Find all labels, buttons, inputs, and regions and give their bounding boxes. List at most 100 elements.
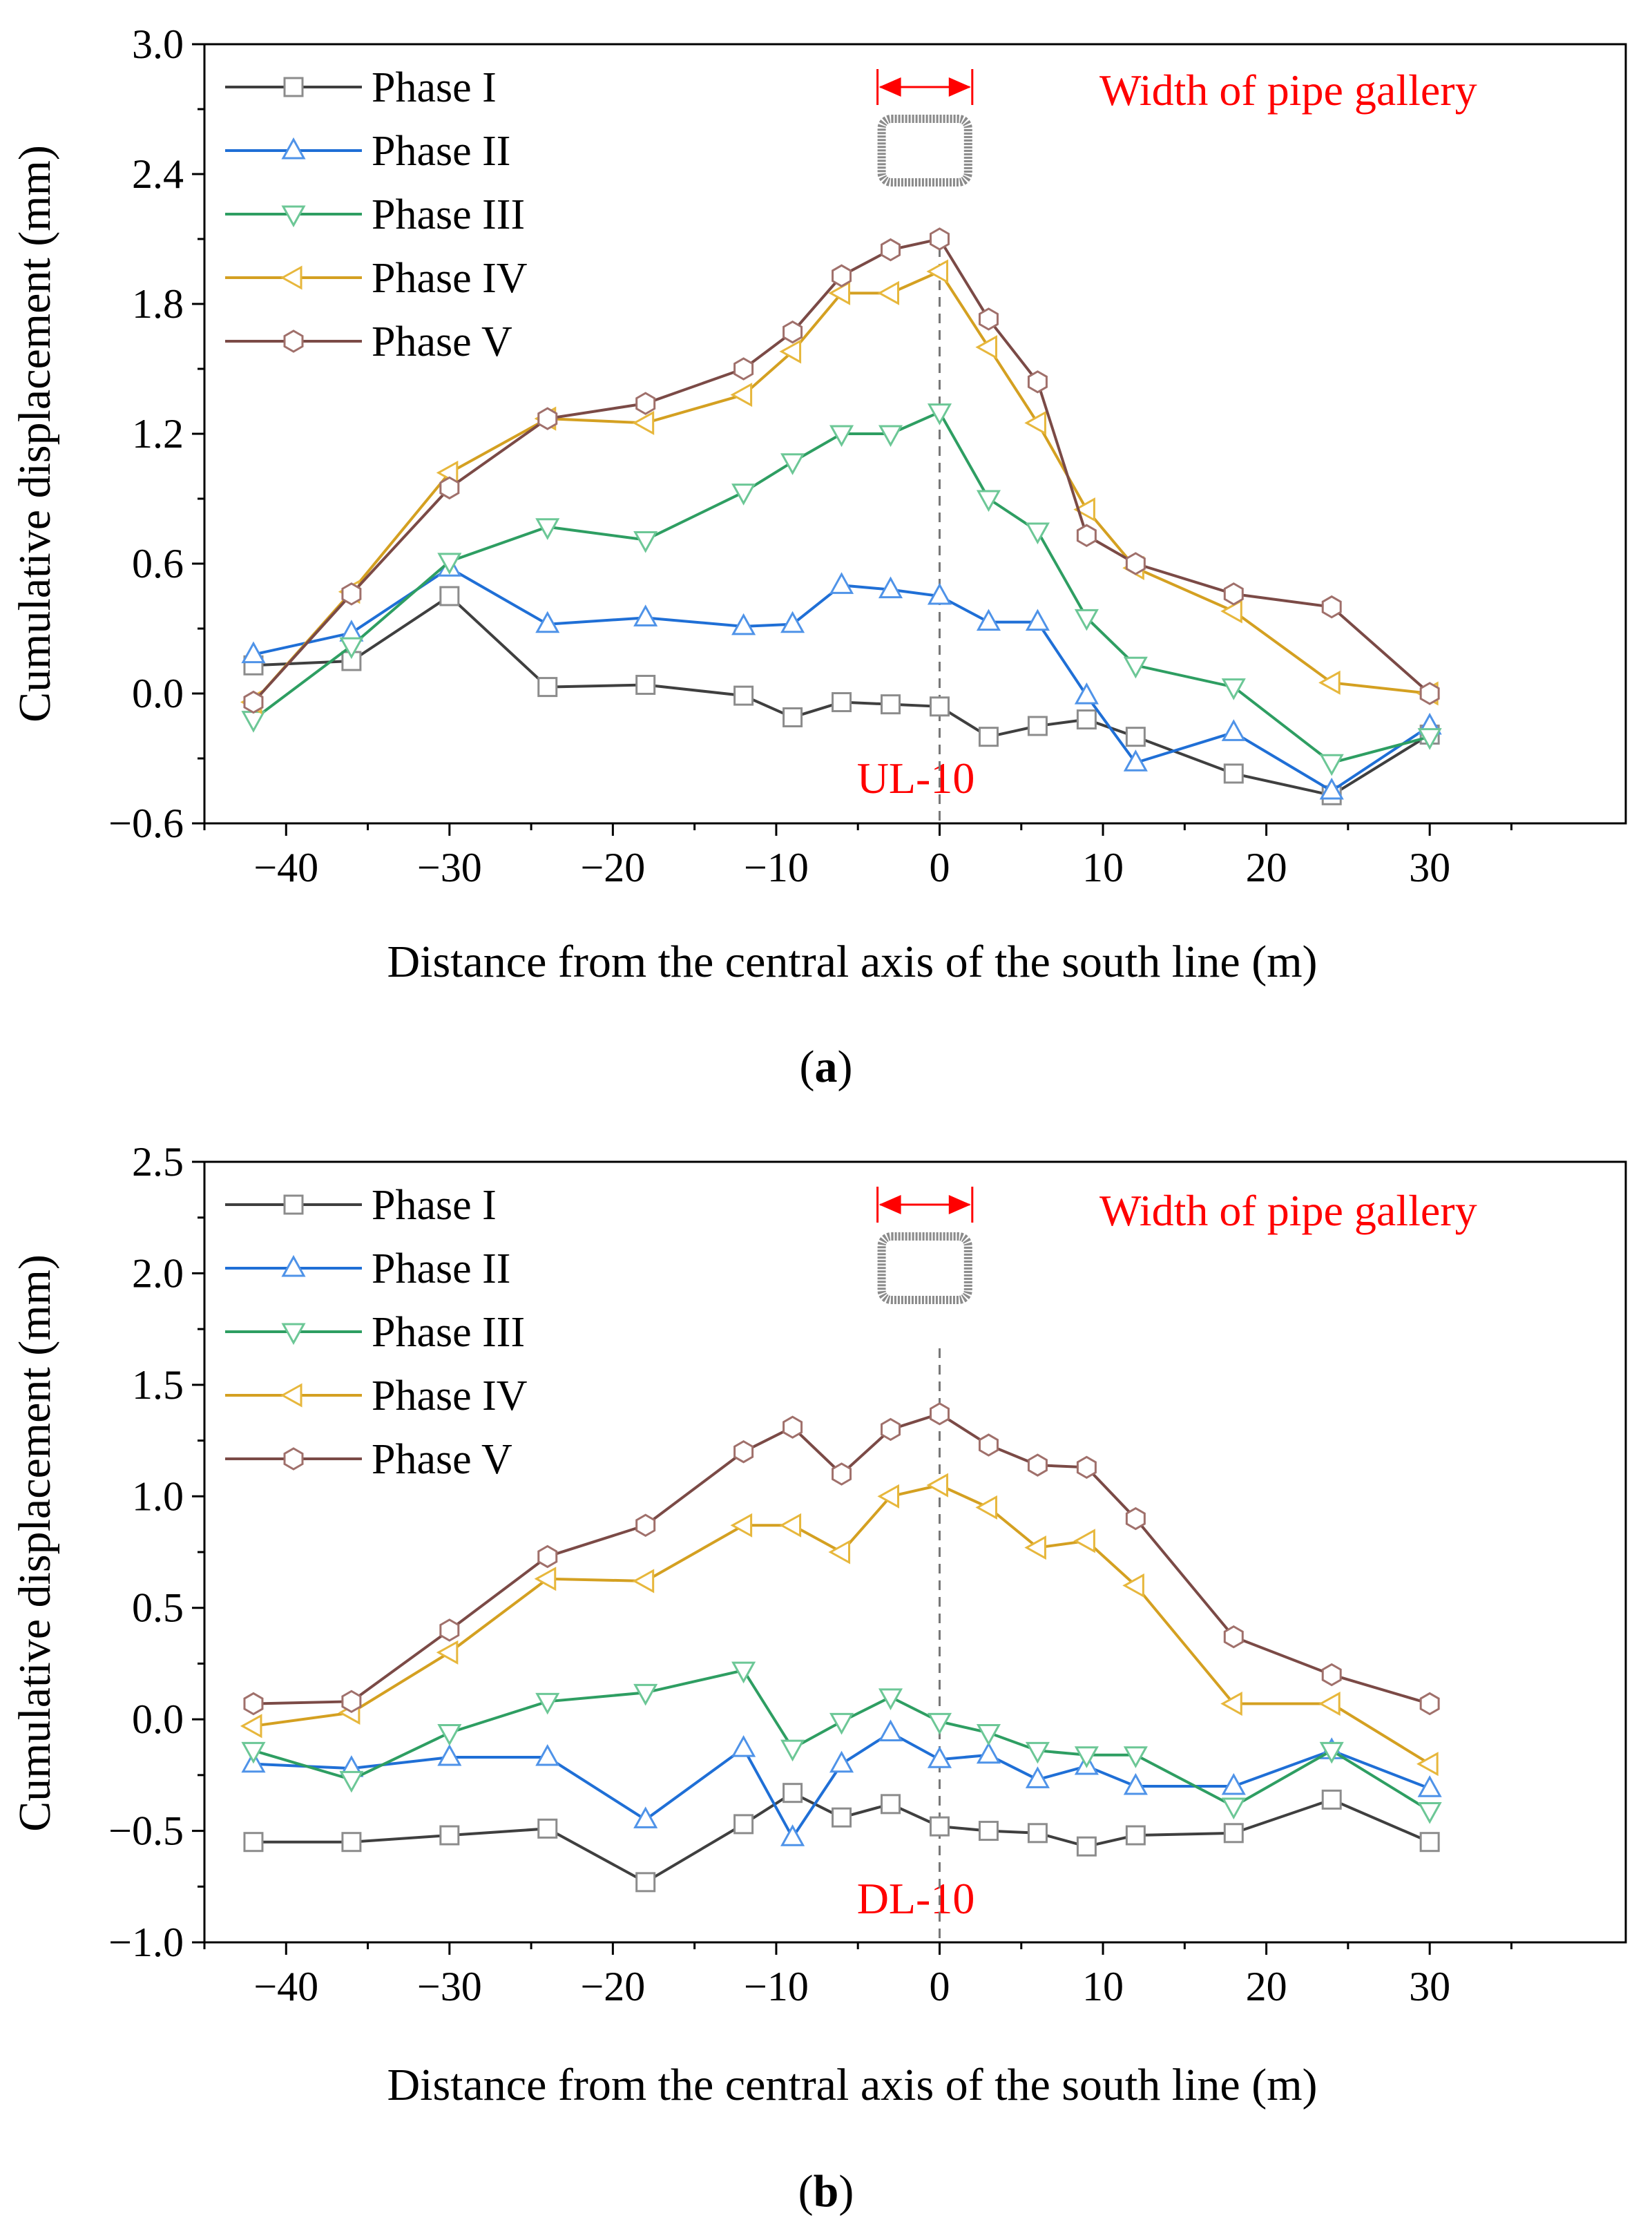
data-point-triangle-up: [241, 641, 266, 664]
data-point-square: [439, 586, 460, 606]
data-point-square: [881, 694, 901, 715]
data-point-square: [832, 692, 852, 713]
data-point-hexagon: [978, 307, 999, 331]
data-point-square: [635, 1872, 656, 1893]
data-point-triangle-down: [241, 711, 266, 733]
x-tick-label: 10: [1082, 1964, 1124, 2009]
y-tick-label: −1.0: [108, 1920, 184, 1965]
y-tick-label: 1.8: [132, 281, 184, 327]
data-point-triangle-left: [926, 259, 948, 284]
data-point-triangle-up: [1221, 1772, 1246, 1795]
y-tick-label: 3.0: [132, 21, 184, 67]
x-tick-label: −20: [580, 1964, 645, 2009]
data-point-triangle-left: [632, 410, 655, 435]
x-tick-label: 0: [929, 845, 950, 890]
y-tick-label: −0.5: [108, 1808, 184, 1854]
y-tick-label: 0.0: [132, 1696, 184, 1742]
data-point-triangle-down: [878, 1688, 903, 1710]
data-point-square: [537, 1818, 558, 1839]
data-point-triangle-down: [1221, 1797, 1246, 1820]
data-point-triangle-left: [1220, 599, 1242, 624]
data-point-hexagon: [537, 407, 558, 430]
data-point-square: [881, 1794, 901, 1815]
data-point-square: [832, 1807, 852, 1828]
data-point-triangle-up: [281, 137, 306, 160]
data-point-hexagon: [341, 582, 362, 606]
legend-label: Phase IV: [372, 255, 528, 302]
data-point-triangle-left: [240, 1714, 262, 1739]
data-point-triangle-left: [779, 1513, 802, 1538]
y-tick-label: 2.0: [132, 1250, 184, 1296]
data-point-hexagon: [881, 238, 901, 262]
data-point-triangle-left: [1024, 1535, 1046, 1560]
x-tick-label: 10: [1082, 845, 1124, 890]
x-tick-label: 20: [1246, 1964, 1287, 2009]
data-point-hexagon: [929, 227, 950, 251]
data-point-triangle-left: [1122, 1573, 1144, 1598]
data-point-square: [1027, 716, 1048, 736]
data-point-hexagon: [243, 1692, 264, 1716]
data-point-hexagon: [1125, 1506, 1146, 1531]
y-tick-label: 1.0: [132, 1473, 184, 1519]
data-point-square: [283, 1194, 304, 1215]
data-point-triangle-up: [437, 1743, 462, 1766]
data-point-square: [1223, 1823, 1244, 1844]
x-tick-label: 30: [1409, 845, 1450, 890]
data-point-square: [978, 1821, 999, 1841]
data-point-triangle-left: [280, 265, 302, 290]
data-point-triangle-down: [633, 1683, 658, 1706]
data-point-triangle-left: [1220, 1691, 1242, 1716]
data-point-triangle-up: [535, 611, 560, 633]
series-line-1: [253, 1791, 1430, 1884]
gallery-label: Width of pipe gallery: [1099, 66, 1477, 115]
panel-label: (b): [798, 2166, 854, 2217]
data-point-square: [1125, 1825, 1146, 1846]
y-tick-label: 0.5: [132, 1585, 184, 1631]
data-point-triangle-down: [1319, 1741, 1344, 1764]
data-point-hexagon: [635, 392, 656, 415]
data-point-square: [782, 1783, 803, 1804]
data-point-hexagon: [439, 476, 460, 500]
data-point-hexagon: [1321, 595, 1342, 619]
data-point-triangle-left: [975, 335, 997, 360]
data-point-hexagon: [341, 1690, 362, 1714]
series-line-2: [253, 566, 1431, 793]
data-point-triangle-left: [926, 1473, 948, 1498]
data-point-triangle-up: [1025, 1766, 1050, 1788]
section-label: DL-10: [857, 1874, 975, 1923]
panel-b: Cumulative displacement (mm) Distance fr…: [10, 1139, 1627, 2217]
data-point-triangle-left: [632, 1569, 655, 1594]
data-point-triangle-down: [1025, 522, 1050, 545]
legend-label: Phase I: [372, 64, 497, 111]
data-point-hexagon: [1027, 1453, 1048, 1477]
data-point-hexagon: [1076, 1455, 1097, 1480]
data-point-triangle-up: [1319, 777, 1344, 800]
data-point-hexagon: [283, 329, 304, 353]
data-point-triangle-left: [730, 383, 753, 408]
data-point-triangle-down: [927, 403, 952, 425]
data-point-triangle-down: [281, 205, 306, 228]
panel-label-close: ): [838, 2166, 854, 2217]
data-point-triangle-left: [1073, 1529, 1095, 1553]
data-point-hexagon: [978, 1433, 999, 1457]
data-point-triangle-down: [1123, 656, 1148, 679]
data-point-triangle-down: [976, 1724, 1001, 1746]
data-point-hexagon: [537, 1544, 558, 1569]
pipe-gallery-cross-section: [877, 115, 972, 186]
data-point-triangle-left: [1318, 670, 1341, 695]
data-point-triangle-up: [829, 1750, 854, 1773]
data-point-triangle-left: [436, 1640, 459, 1665]
panel-label-open: (: [800, 1042, 815, 1092]
data-point-hexagon: [1223, 1625, 1244, 1649]
data-point-triangle-down: [731, 484, 756, 506]
y-tick-label: 0.0: [132, 671, 184, 716]
data-point-triangle-up: [976, 1741, 1001, 1764]
data-point-triangle-up: [1074, 682, 1099, 705]
data-point-triangle-down: [281, 1323, 306, 1346]
data-point-triangle-up: [633, 604, 658, 626]
data-point-triangle-up: [927, 1746, 952, 1768]
panel-label-letter: a: [815, 1042, 838, 1092]
legend-label: Phase IV: [372, 1372, 528, 1419]
data-point-triangle-left: [730, 1513, 753, 1538]
